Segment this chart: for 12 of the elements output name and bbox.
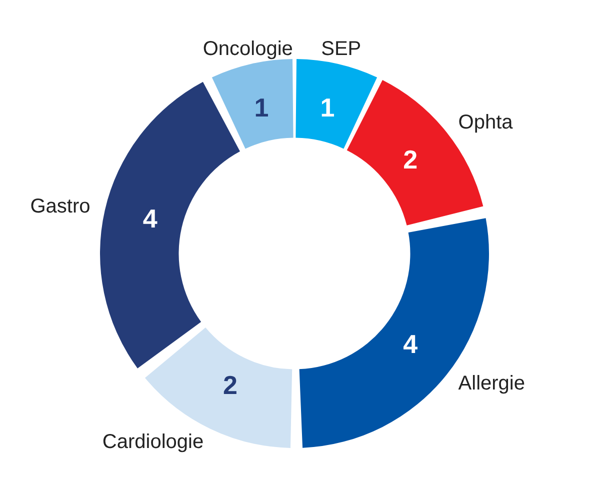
data-label: 4 bbox=[403, 329, 418, 360]
slice-label: Cardiologie bbox=[102, 430, 204, 453]
data-label: 2 bbox=[222, 370, 238, 400]
data-label: 2 bbox=[403, 144, 418, 174]
data-label: 4 bbox=[142, 204, 158, 234]
slice-label: Ophta bbox=[458, 111, 514, 134]
slice-label: SEP bbox=[321, 38, 362, 60]
slice-label: Allergie bbox=[458, 372, 525, 395]
slice-label: Oncologie bbox=[202, 38, 293, 60]
slice-label: Gastro bbox=[30, 195, 90, 218]
data-label: 1 bbox=[254, 92, 269, 122]
data-label: 1 bbox=[320, 92, 335, 122]
